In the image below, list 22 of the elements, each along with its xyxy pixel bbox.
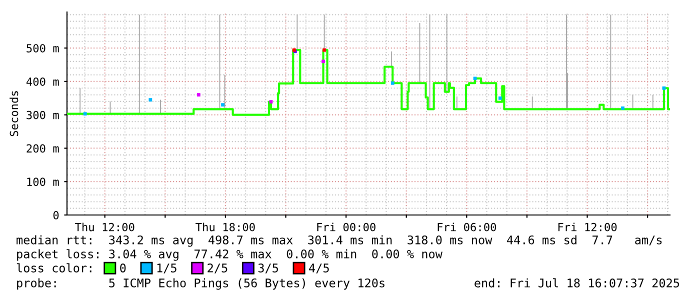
x-tick-label: Thu 12:00	[75, 222, 134, 232]
legend-title: loss color:	[16, 263, 92, 272]
text: packet loss: 3.04 % avg 77.42 % max 0.00 % min 0.00 % now	[17, 249, 442, 261]
legend-label: 0	[120, 264, 126, 272]
y-tick-label: 300 m	[26, 110, 59, 120]
y-tick-label: 500 m	[26, 44, 59, 52]
text: median rtt: 343.2 ms avg 498.7 ms max 301.4 ms min 318.0 ms now 44.6 ms sd 7.7 am/s	[16, 235, 662, 247]
legend-label: 3/5	[258, 264, 278, 274]
x-tick-label: Fri 06:00	[438, 222, 496, 232]
y-tick-label: 400 m	[26, 77, 59, 86]
text: probe: 5 ICMP Echo Pings (56 Bytes) every 120s	[17, 278, 384, 290]
legend-label: 2/5	[208, 264, 228, 274]
y-tick-label: 200 m	[26, 144, 59, 153]
y-tick-label: 100 m	[27, 178, 59, 186]
legend-label: 1/5	[157, 264, 176, 274]
x-tick-label: Thu 18:00	[196, 222, 255, 232]
x-tick-label: Fri 00:00	[317, 222, 376, 232]
text: end: Fri Jul 18 16:07:37 2025	[474, 278, 680, 288]
legend-label: 4/5	[309, 264, 329, 274]
y-tick-label: 0	[53, 211, 59, 220]
y-axis-title: Seconds	[10, 91, 18, 136]
x-tick-label: Fri 12:00	[558, 222, 617, 232]
